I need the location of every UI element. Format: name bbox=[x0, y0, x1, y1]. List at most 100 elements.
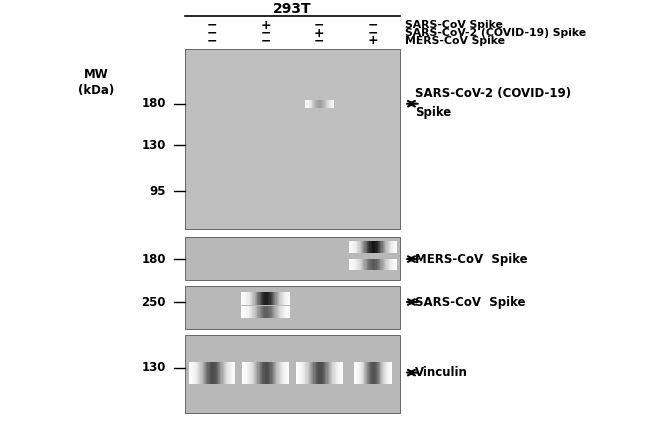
Bar bbox=[387, 362, 388, 384]
Bar bbox=[368, 362, 369, 384]
Bar bbox=[330, 100, 331, 108]
Bar bbox=[324, 362, 325, 384]
Bar bbox=[265, 362, 266, 384]
Bar bbox=[350, 259, 351, 270]
Bar bbox=[361, 259, 362, 270]
Bar bbox=[369, 259, 370, 270]
Bar bbox=[354, 259, 355, 270]
Text: 180: 180 bbox=[141, 253, 166, 265]
Bar bbox=[318, 362, 319, 384]
Bar bbox=[367, 362, 368, 384]
Bar bbox=[370, 241, 372, 254]
Bar bbox=[242, 292, 244, 305]
Bar bbox=[259, 292, 261, 305]
Bar bbox=[219, 362, 220, 384]
Bar bbox=[190, 362, 191, 384]
Bar bbox=[194, 362, 196, 384]
Text: 250: 250 bbox=[141, 296, 166, 309]
Bar bbox=[311, 362, 312, 384]
Bar bbox=[280, 362, 281, 384]
Bar bbox=[253, 362, 254, 384]
Bar bbox=[386, 259, 387, 270]
Bar bbox=[256, 362, 257, 384]
Bar bbox=[337, 362, 338, 384]
Bar bbox=[306, 100, 307, 108]
Bar bbox=[356, 241, 357, 254]
Bar bbox=[373, 362, 374, 384]
Text: 130: 130 bbox=[142, 361, 166, 374]
Bar bbox=[350, 241, 351, 254]
Bar bbox=[378, 259, 379, 270]
Bar bbox=[284, 292, 285, 305]
Bar bbox=[276, 306, 277, 318]
Bar bbox=[307, 362, 309, 384]
Bar bbox=[203, 362, 204, 384]
Bar bbox=[276, 362, 278, 384]
Bar bbox=[395, 241, 396, 254]
Bar bbox=[362, 241, 363, 254]
Bar bbox=[309, 100, 311, 108]
Bar bbox=[224, 362, 225, 384]
Bar bbox=[281, 306, 283, 318]
Bar bbox=[213, 362, 215, 384]
Bar bbox=[389, 241, 390, 254]
Bar bbox=[331, 100, 332, 108]
Bar bbox=[351, 241, 352, 254]
Bar bbox=[287, 362, 288, 384]
Bar bbox=[246, 306, 248, 318]
Bar bbox=[273, 292, 274, 305]
Bar bbox=[212, 362, 213, 384]
Bar bbox=[270, 306, 272, 318]
Bar bbox=[354, 241, 355, 254]
Bar bbox=[357, 362, 358, 384]
Bar bbox=[352, 259, 354, 270]
Bar bbox=[244, 362, 246, 384]
Bar bbox=[354, 362, 355, 384]
Bar bbox=[372, 241, 373, 254]
Bar bbox=[328, 100, 329, 108]
Bar bbox=[374, 241, 376, 254]
Bar bbox=[376, 362, 377, 384]
Bar bbox=[384, 241, 385, 254]
Bar bbox=[351, 259, 352, 270]
Bar bbox=[263, 306, 265, 318]
Bar bbox=[330, 362, 331, 384]
Bar bbox=[382, 241, 383, 254]
Bar bbox=[332, 100, 333, 108]
Bar bbox=[365, 241, 367, 254]
Bar bbox=[315, 100, 317, 108]
Bar bbox=[274, 292, 276, 305]
Bar bbox=[216, 362, 218, 384]
Bar bbox=[322, 362, 323, 384]
Bar bbox=[325, 362, 326, 384]
Bar bbox=[384, 362, 385, 384]
Bar bbox=[261, 362, 262, 384]
Bar bbox=[389, 259, 390, 270]
Bar bbox=[283, 306, 284, 318]
Bar bbox=[302, 362, 303, 384]
Bar bbox=[393, 241, 394, 254]
Bar bbox=[388, 362, 389, 384]
Bar bbox=[387, 241, 389, 254]
Bar bbox=[266, 306, 267, 318]
Bar bbox=[367, 241, 368, 254]
Bar bbox=[359, 362, 361, 384]
Bar bbox=[270, 362, 272, 384]
Bar bbox=[200, 362, 202, 384]
Bar bbox=[209, 362, 210, 384]
Bar bbox=[382, 362, 384, 384]
Bar bbox=[365, 362, 367, 384]
Bar bbox=[378, 362, 380, 384]
Bar bbox=[358, 241, 359, 254]
Bar bbox=[335, 362, 337, 384]
Bar bbox=[385, 259, 386, 270]
Bar bbox=[211, 362, 212, 384]
Bar bbox=[185, 49, 400, 229]
Bar bbox=[327, 100, 328, 108]
Bar bbox=[248, 306, 250, 318]
Bar bbox=[246, 292, 248, 305]
Bar bbox=[319, 362, 320, 384]
Bar bbox=[333, 362, 335, 384]
Bar bbox=[356, 259, 357, 270]
Bar bbox=[318, 100, 319, 108]
